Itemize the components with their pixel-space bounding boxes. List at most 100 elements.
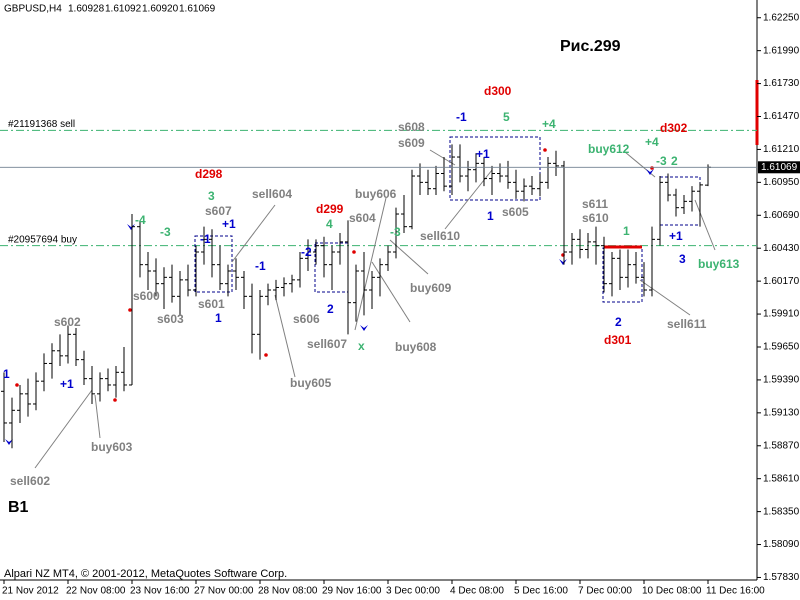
annotation: 1: [487, 209, 494, 223]
annotation: -3: [656, 154, 667, 168]
annotation: buy613: [698, 257, 740, 271]
x-tick-label: 3 Dec 00:00: [386, 586, 440, 597]
annotation: 1: [215, 311, 222, 325]
annotation: s605: [502, 205, 529, 219]
annotation: 3: [208, 189, 215, 203]
y-tick-label: 1.57830: [763, 572, 800, 583]
annotation: buy609: [410, 281, 452, 295]
annotation: -4: [135, 213, 146, 227]
x-tick-label: 4 Dec 08:00: [450, 586, 504, 597]
annotation: 3: [679, 252, 686, 266]
annotation: 2: [327, 302, 334, 316]
marker-dot: [543, 148, 547, 152]
marker-dot: [264, 353, 268, 357]
leader-line: [371, 261, 411, 323]
y-tick-label: 1.60430: [763, 243, 800, 254]
annotation: buy612: [588, 142, 630, 156]
y-tick-label: 1.59390: [763, 375, 800, 386]
marker-dot: [15, 383, 19, 387]
y-tick-label: 1.59130: [763, 407, 800, 418]
marker-dot: [650, 166, 654, 170]
annotation: s611: [582, 197, 608, 211]
annotation: -3: [390, 225, 401, 239]
arrow-marker: [559, 259, 567, 265]
annotation: d301: [604, 333, 632, 347]
y-tick-label: 1.60170: [763, 276, 800, 287]
arrow-marker: [5, 439, 13, 445]
marker-dot: [352, 250, 356, 254]
zone-box: [602, 247, 643, 303]
annotation: d299: [316, 202, 344, 216]
annotation: s600: [133, 289, 160, 303]
ohlc-value: 1.61092: [105, 4, 142, 15]
x-tick-label: 7 Dec 00:00: [578, 586, 632, 597]
annotation: sell602: [10, 474, 50, 488]
annotation: s603: [157, 312, 184, 326]
annotation: sell607: [307, 337, 347, 351]
x-tick-label: 23 Nov 16:00: [130, 586, 190, 597]
annotation: -1: [255, 259, 266, 273]
y-tick-label: 1.61730: [763, 78, 800, 89]
annotation: s604: [349, 211, 376, 225]
y-tick-label: 1.59910: [763, 309, 800, 320]
y-tick-label: 1.61210: [763, 144, 800, 155]
annotation: sell611: [667, 317, 707, 331]
leader-line: [429, 149, 456, 166]
x-tick-label: 28 Nov 08:00: [258, 586, 318, 597]
annotation: 2: [615, 315, 622, 329]
arrow-marker: [360, 325, 368, 331]
price-label: 1.61069: [761, 162, 798, 173]
arrow-marker: [646, 169, 654, 175]
annotation: d302: [660, 121, 688, 135]
order-label: #21191368 sell: [8, 119, 75, 130]
annotation: -2: [301, 245, 312, 259]
annotation: x: [358, 339, 365, 353]
annotation: s608: [398, 120, 425, 134]
x-tick-label: 21 Nov 2012: [2, 586, 59, 597]
annotation: buy608: [395, 340, 437, 354]
annotation: +4: [645, 135, 659, 149]
leader-line: [231, 204, 276, 263]
annotation: -1: [200, 232, 211, 246]
annotation: s602: [54, 315, 81, 329]
marker-dot: [113, 398, 117, 402]
y-tick-label: 1.58610: [763, 473, 800, 484]
annotation: d300: [484, 84, 512, 98]
symbol: GBPUSD,H4: [4, 4, 62, 15]
x-tick-label: 27 Nov 00:00: [194, 586, 254, 597]
y-tick-label: 1.58870: [763, 440, 800, 451]
annotation: buy606: [355, 187, 397, 201]
annotation: s601: [198, 297, 225, 311]
annotation: buy605: [290, 376, 332, 390]
order-label: #20957694 buy: [8, 234, 77, 245]
annotation: Рис.299: [560, 38, 621, 55]
annotation: +1: [222, 217, 236, 231]
annotation: d298: [195, 167, 223, 181]
x-tick-label: 22 Nov 08:00: [66, 586, 126, 597]
y-tick-label: 1.61470: [763, 111, 800, 122]
annotation: +1: [669, 229, 683, 243]
leader-line: [274, 294, 296, 378]
zone-box: [194, 235, 233, 293]
annotation: B1: [8, 499, 29, 516]
annotation: s607: [205, 204, 232, 218]
annotation: buy603: [91, 440, 133, 454]
y-tick-label: 1.58350: [763, 506, 800, 517]
annotation: 2: [671, 154, 678, 168]
y-tick-label: 1.60690: [763, 210, 800, 221]
y-tick-label: 1.58090: [763, 539, 800, 550]
y-tick-label: 1.59650: [763, 342, 800, 353]
leader-line: [694, 199, 716, 251]
ohlc-value: 1.60928: [68, 4, 105, 15]
annotation: 1: [3, 367, 10, 381]
annotation: s606: [293, 312, 320, 326]
leader-line: [34, 389, 93, 469]
annotation: 1: [623, 224, 630, 238]
annotation: 5: [503, 110, 510, 124]
x-tick-label: 10 Dec 08:00: [642, 586, 702, 597]
leader-line: [94, 394, 101, 439]
price-label-bg: [758, 161, 800, 174]
